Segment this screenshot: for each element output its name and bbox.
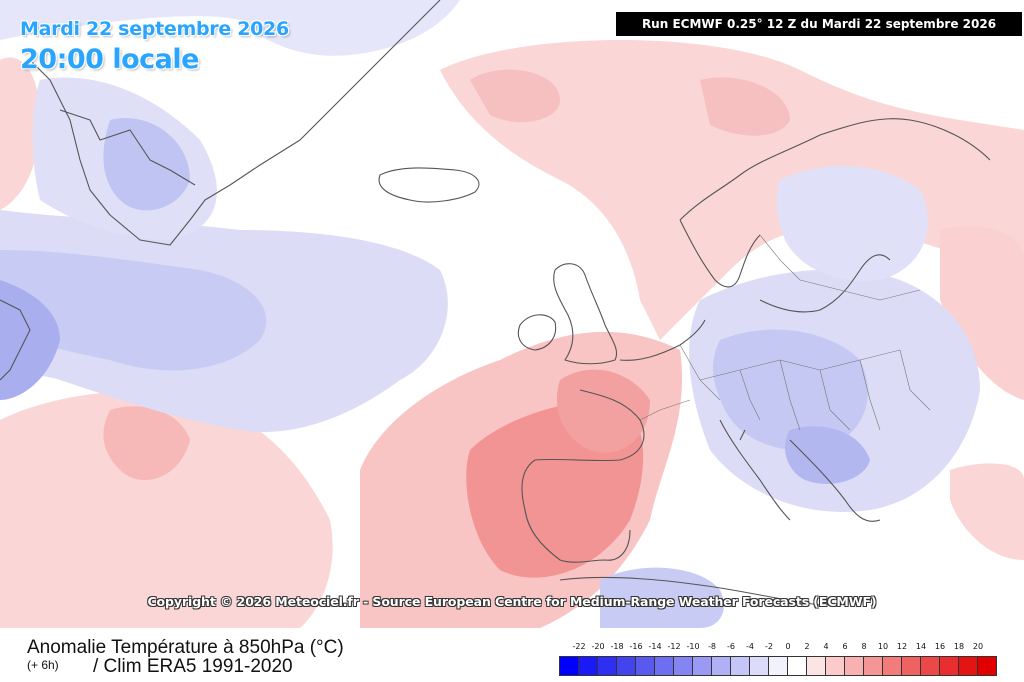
- color-scale: -22 -20 -18 -16 -14 -12 -10 -8 -6 -4 -2 0 2 4 6 8 10 12 14…: [553, 642, 1003, 680]
- scale-tick-label: -14: [648, 642, 662, 651]
- greenland-cold-core: [103, 118, 190, 211]
- baltic-coast: [759, 254, 891, 313]
- scale-tick-label: 14: [915, 642, 927, 651]
- greenland-coast: [29, 0, 441, 246]
- anomaly-map: [0, 0, 1024, 628]
- scale-swatch: [825, 656, 845, 676]
- scandinavia-coast: [679, 118, 991, 288]
- legend-title: Anomalie Température à 850hPa (°C): [27, 637, 344, 658]
- scale-tick-label: -10: [686, 642, 700, 651]
- legend-climatology: / Clim ERA5 1991-2020: [93, 656, 293, 677]
- scale-swatch: [958, 656, 978, 676]
- scale-tick-label: -12: [667, 642, 681, 651]
- coastlines: [0, 0, 991, 606]
- scandinavia-cold: [776, 166, 928, 281]
- scale-swatch: [901, 656, 921, 676]
- balkans-coast: [789, 439, 881, 522]
- scale-swatch: [939, 656, 959, 676]
- scale-swatch: [882, 656, 902, 676]
- scale-tick-label: -4: [746, 642, 754, 651]
- scale-tick-label: -6: [727, 642, 735, 651]
- labrador-coast: [0, 299, 31, 381]
- ireland-coast: [517, 314, 557, 351]
- se-warm: [950, 463, 1024, 560]
- scale-swatch: [749, 656, 769, 676]
- scale-tick-label: 20: [972, 642, 984, 651]
- greenland-west-warm: [0, 57, 40, 210]
- scale-swatch: [597, 656, 617, 676]
- anomaly-field: [0, 0, 1024, 628]
- arctic-warm-zone: [440, 40, 1024, 340]
- scale-swatch: [844, 656, 864, 676]
- legend-step: (+ 6h): [27, 658, 59, 672]
- iceland-coast: [378, 167, 480, 203]
- scale-swatch: [730, 656, 750, 676]
- scale-swatch: [559, 656, 579, 676]
- scale-swatch: [635, 656, 655, 676]
- scale-tick-label: -22: [572, 642, 586, 651]
- scale-tick-label: 18: [953, 642, 965, 651]
- copyright-notice: Copyright © 2026 Meteociel.fr - Source E…: [147, 594, 877, 609]
- greenland-coast-inner: [59, 109, 196, 186]
- scale-tick-label: -16: [629, 642, 643, 651]
- forecast-date: Mardi 22 septembre 2026: [20, 18, 289, 40]
- scale-tick-label: -8: [708, 642, 716, 651]
- atlantic-cold-core: [0, 250, 267, 371]
- run-info-banner: Run ECMWF 0.25° 12 Z du Mardi 22 septemb…: [616, 12, 1022, 36]
- scale-swatch: [578, 656, 598, 676]
- scale-swatch: [787, 656, 807, 676]
- scale-tick-label: 6: [842, 642, 848, 651]
- scale-swatch: [920, 656, 940, 676]
- scale-tick-label: 8: [861, 642, 867, 651]
- med-cold: [600, 567, 724, 628]
- scale-tick-label: 0: [785, 642, 791, 651]
- scale-tick-label: 12: [896, 642, 908, 651]
- britain-coast: [553, 263, 618, 365]
- scale-swatch: [616, 656, 636, 676]
- scale-swatch: [977, 656, 997, 676]
- forecast-time: 20:00 locale: [20, 44, 199, 75]
- scale-swatch: [654, 656, 674, 676]
- atlantic-warm-core: [103, 406, 190, 480]
- scale-tick-label: 16: [934, 642, 946, 651]
- east-warm: [940, 226, 1024, 400]
- scale-tick-label: -2: [765, 642, 773, 651]
- atlantic-warm: [0, 391, 333, 628]
- north-sea-warm: [470, 69, 790, 136]
- country-borders: [639, 234, 931, 431]
- italy-coast: [719, 419, 791, 521]
- scale-tick-label: -20: [591, 642, 605, 651]
- scale-tick-label: 10: [877, 642, 889, 651]
- scale-tick-label: 4: [823, 642, 829, 651]
- europe-cold-core: [713, 329, 868, 451]
- scale-tick-label: 2: [804, 642, 810, 651]
- scale-swatch: [863, 656, 883, 676]
- scale-swatch: [806, 656, 826, 676]
- scale-swatch: [711, 656, 731, 676]
- north-africa-coast: [559, 576, 821, 606]
- balkans-cold-core: [785, 426, 870, 484]
- scale-bar: [559, 656, 997, 676]
- scale-swatch: [768, 656, 788, 676]
- scale-swatch: [692, 656, 712, 676]
- scale-swatch: [673, 656, 693, 676]
- top-cold: [0, 0, 460, 56]
- scale-tick-label: -18: [610, 642, 624, 651]
- labrador-cold: [0, 280, 60, 400]
